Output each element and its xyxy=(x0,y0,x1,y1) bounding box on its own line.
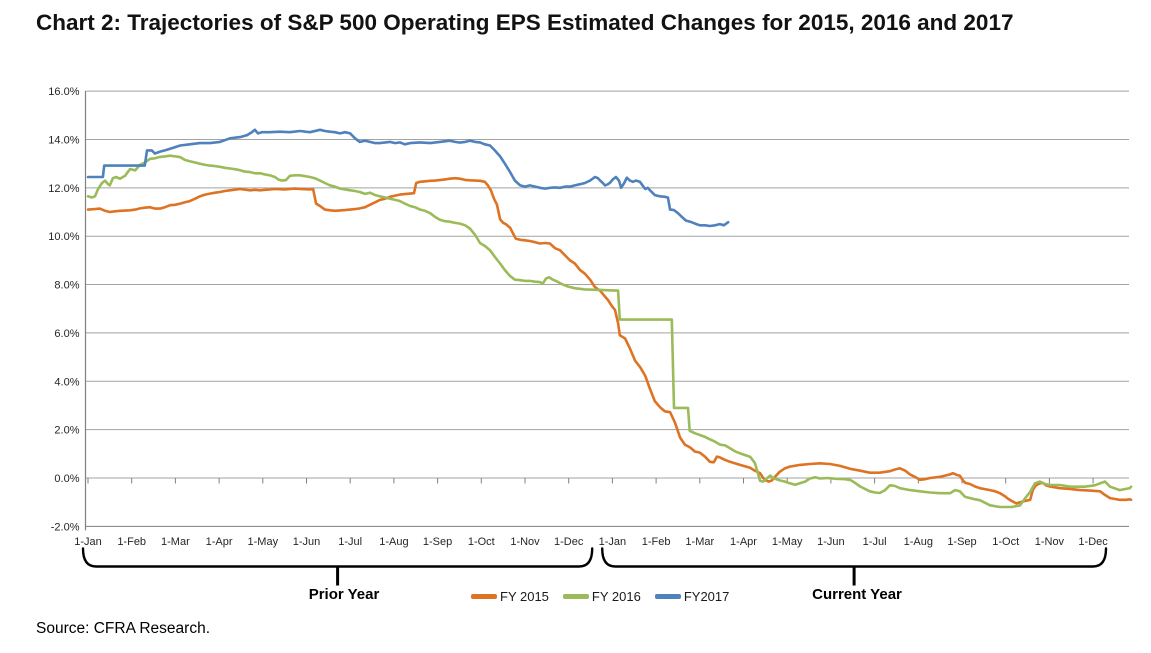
x-axis-labels: 1-Jan 1-Feb 1-Mar 1-Apr 1-May 1-Jun 1-Jul 1-Aug… xyxy=(74,536,1108,548)
x-tick-label: 1-Apr xyxy=(730,536,757,548)
y-tick-label: 10.0% xyxy=(48,231,79,243)
x-tick-label: 1-Dec xyxy=(1078,536,1108,548)
series-line-fy2017 xyxy=(86,128,730,228)
gridlines xyxy=(85,90,1129,527)
legend-label: FY 2015 xyxy=(500,589,549,604)
y-tick-label: 2.0% xyxy=(54,425,79,437)
y-tick-label: -2.0% xyxy=(51,521,80,533)
x-tick-label: 1-Mar xyxy=(685,536,714,548)
x-tick-label: 1-Apr xyxy=(206,536,233,548)
x-tick-label: 1-Feb xyxy=(117,536,146,548)
legend-item-fy2017: FY2017 xyxy=(654,589,730,604)
x-tick-label: 1-Nov xyxy=(510,536,540,548)
x-tick-label: 1-Jun xyxy=(293,536,321,548)
x-tick-label: 1-Sep xyxy=(947,536,976,548)
x-tick-label: 1-Aug xyxy=(904,536,933,548)
prior-year-brace xyxy=(81,547,594,586)
brace-line xyxy=(601,547,1108,568)
x-tick-label: 1-Feb xyxy=(642,536,671,548)
page-title: Chart 2: Trajectories of S&P 500 Operati… xyxy=(36,10,1014,35)
y-tick-label: 14.0% xyxy=(48,134,79,146)
fy2017-line-swatch-icon xyxy=(654,594,681,599)
source-note: Source: CFRA Research. xyxy=(36,620,211,637)
y-axis-labels: 16.0% 14.0% 12.0% 10.0% 8.0% 6.0% 4.0% 2.0% 0.0%… xyxy=(48,86,79,533)
chart-legend: FY 2015 FY 2016 FY2017 xyxy=(471,589,729,604)
x-tick-label: 1-Aug xyxy=(379,536,408,548)
x-tick-label: 1-Jul xyxy=(863,536,887,548)
y-tick-label: 16.0% xyxy=(48,86,79,98)
x-axis-ticks xyxy=(87,478,1094,484)
x-tick-label: 1-May xyxy=(772,536,803,548)
x-tick-label: 1-May xyxy=(248,536,279,548)
legend-item-fy2016: FY 2016 xyxy=(562,589,641,604)
y-tick-label: 0.0% xyxy=(54,473,79,485)
brace-line xyxy=(81,547,594,568)
series-line-fy2016 xyxy=(86,154,1133,509)
x-tick-label: 1-Oct xyxy=(468,536,495,548)
x-tick-label: 1-Jan xyxy=(74,536,102,548)
x-tick-label: 1-Nov xyxy=(1035,536,1065,548)
x-tick-label: 1-Dec xyxy=(554,536,584,548)
fy2015-line-swatch-icon xyxy=(471,594,497,599)
legend-label: FY 2016 xyxy=(591,589,641,604)
y-tick-label: 8.0% xyxy=(54,280,79,292)
y-tick-label: 6.0% xyxy=(54,328,79,340)
x-tick-label: 1-Jun xyxy=(817,536,845,548)
fy2016-line-swatch-icon xyxy=(562,594,589,599)
current-year-brace xyxy=(601,547,1108,586)
prior-year-group-label: Prior Year xyxy=(308,586,380,603)
x-tick-label: 1-Jul xyxy=(338,536,362,548)
x-tick-label: 1-Mar xyxy=(161,536,190,548)
legend-label: FY2017 xyxy=(683,589,730,604)
y-tick-label: 4.0% xyxy=(54,376,79,388)
legend-item-fy2015: FY 2015 xyxy=(471,589,549,604)
y-tick-label: 12.0% xyxy=(48,183,79,195)
x-tick-label: 1-Oct xyxy=(992,536,1019,548)
current-year-group-label: Current Year xyxy=(812,586,902,603)
x-tick-label: 1-Jan xyxy=(599,536,627,548)
series-line-fy2015 xyxy=(86,176,1133,505)
x-tick-label: 1-Sep xyxy=(423,536,452,548)
